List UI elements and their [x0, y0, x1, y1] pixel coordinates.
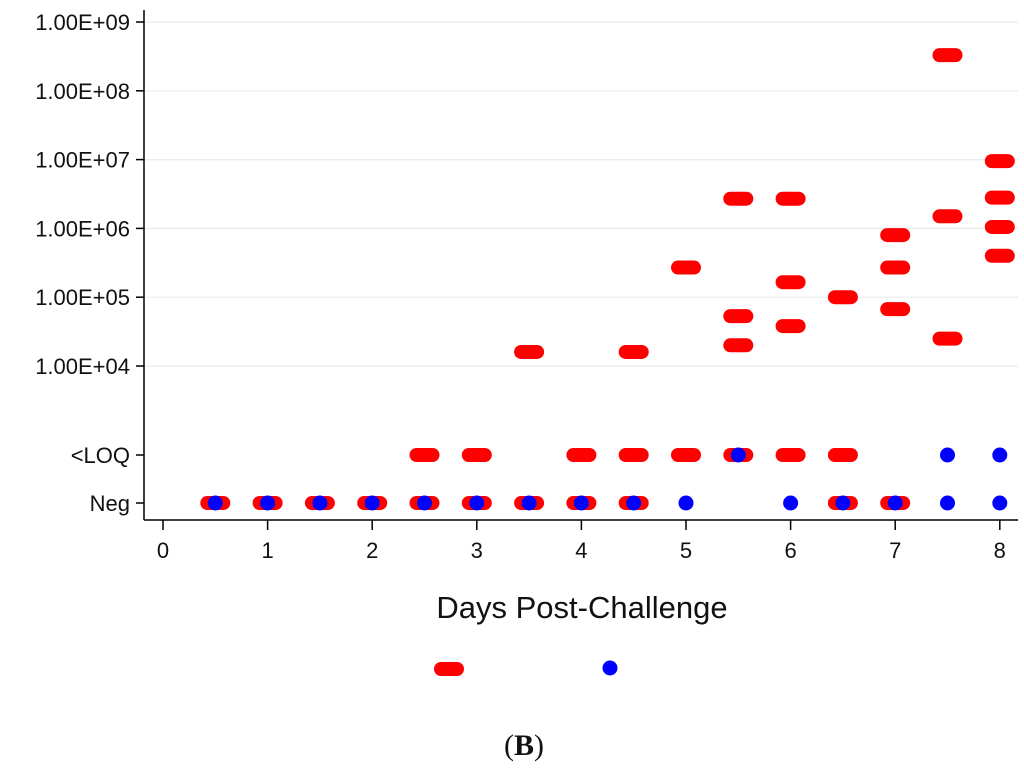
x-tick-label: 6 [784, 538, 796, 563]
blue-data-point [992, 495, 1008, 511]
red-data-point [775, 191, 806, 206]
red-data-point [827, 290, 858, 305]
red-data-point [671, 260, 701, 275]
red-data-point [932, 209, 963, 224]
red-data-point [984, 190, 1015, 205]
blue-data-point [312, 495, 328, 511]
panel-caption: (B) [504, 729, 544, 762]
red-data-point [723, 338, 754, 353]
blue-data-point [730, 447, 746, 463]
y-tick-label: 1.00E+09 [35, 10, 130, 35]
x-tick-label: 3 [471, 538, 483, 563]
red-data-point [932, 331, 963, 346]
blue-data-point [207, 495, 223, 511]
caption-open-paren: ( [504, 729, 514, 762]
legend-blue-marker [602, 660, 618, 676]
blue-data-point [992, 447, 1008, 463]
red-data-point [984, 248, 1015, 263]
y-tick-label: 1.00E+08 [35, 79, 130, 104]
blue-data-point [626, 495, 642, 511]
y-ticks: Neg <LOQ 1.00E+04 1.00E+05 1.00E+06 1.00E+07 1… [35, 10, 144, 516]
caption-close-paren: ) [534, 729, 544, 762]
red-data-point [618, 344, 649, 359]
blue-data-point [940, 447, 955, 463]
x-tick-label: 8 [994, 538, 1006, 563]
blue-data-point [678, 495, 694, 511]
blue-data-point [364, 495, 380, 511]
blue-data-point [887, 495, 903, 511]
y-tick-label: 1.00E+05 [35, 285, 130, 310]
caption-letter: B [514, 729, 534, 762]
red-data-point [514, 344, 545, 359]
x-tick-label: 2 [366, 538, 378, 563]
blue-data-point [783, 495, 799, 511]
x-tick-label: 4 [575, 538, 587, 563]
red-data-point [618, 448, 649, 462]
blue-data-point [940, 495, 955, 511]
blue-data-point [417, 495, 432, 511]
red-data-point [409, 448, 440, 462]
red-data-point [461, 448, 492, 462]
red-data-point [880, 228, 911, 243]
y-tick-label: 1.00E+04 [35, 354, 130, 379]
x-ticks: 0 1 2 3 4 5 6 7 8 [157, 520, 1006, 563]
red-data-point [566, 448, 597, 462]
red-data-point [723, 191, 754, 206]
y-tick-label: 1.00E+07 [35, 148, 130, 173]
x-axis-title: Days Post-Challenge [436, 590, 727, 625]
red-data-point [827, 448, 858, 462]
red-data-point [775, 448, 806, 462]
red-data-point [880, 260, 911, 275]
x-tick-label: 0 [157, 538, 169, 563]
data-points [200, 48, 1015, 511]
legend [434, 660, 618, 676]
blue-data-point [573, 495, 589, 511]
red-data-point [775, 319, 806, 334]
blue-data-point [469, 495, 485, 511]
x-tick-label: 7 [889, 538, 901, 563]
red-data-point [880, 302, 911, 317]
red-data-point [984, 219, 1015, 234]
blue-data-point [521, 495, 537, 511]
blue-data-point [835, 495, 851, 511]
y-tick-label: <LOQ [71, 443, 130, 468]
y-tick-label: Neg [90, 491, 130, 516]
red-data-point [984, 154, 1015, 169]
red-data-point [671, 448, 701, 462]
red-data-point [775, 275, 806, 290]
y-tick-label: 1.00E+06 [35, 216, 130, 241]
x-tick-label: 1 [261, 538, 273, 563]
legend-red-marker [434, 662, 464, 676]
grid [144, 21, 1018, 367]
blue-data-point [260, 495, 276, 511]
x-tick-label: 5 [680, 538, 692, 563]
red-data-point [932, 48, 963, 63]
red-data-point [723, 309, 754, 324]
